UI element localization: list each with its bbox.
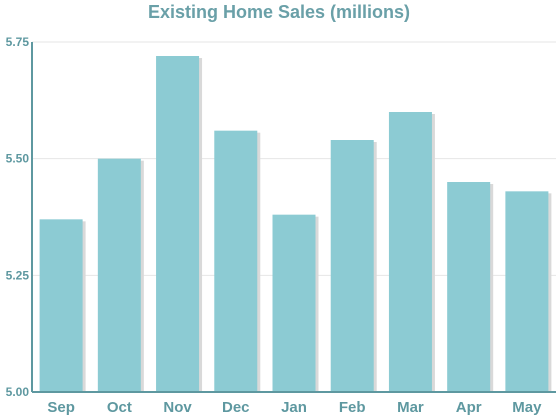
bar-oct bbox=[97, 158, 141, 392]
x-tick-label: Oct bbox=[107, 399, 132, 416]
bars bbox=[39, 56, 552, 392]
x-tick-label: Dec bbox=[222, 399, 250, 416]
x-tick-label: Mar bbox=[397, 399, 424, 416]
bar-sep bbox=[39, 219, 83, 392]
x-tick-label: Nov bbox=[163, 399, 192, 416]
bar-apr bbox=[447, 182, 491, 392]
bar-nov bbox=[156, 56, 200, 392]
y-tick-label: 5.75 bbox=[6, 35, 30, 49]
x-tick-label: May bbox=[512, 399, 542, 416]
x-tick-label: Jan bbox=[281, 399, 307, 416]
x-tick-label: Feb bbox=[339, 399, 366, 416]
y-axis-ticks: 5.00 5.25 5.50 5.75 bbox=[6, 35, 30, 399]
bar-mar bbox=[388, 112, 432, 392]
bar-may bbox=[505, 191, 549, 392]
bar-jan bbox=[272, 214, 316, 392]
x-axis-ticks: Sep Oct Nov Dec Jan Feb Mar Apr May bbox=[47, 399, 542, 416]
x-tick-label: Sep bbox=[47, 399, 75, 416]
y-tick-label: 5.00 bbox=[6, 385, 30, 399]
bar-dec bbox=[214, 130, 258, 392]
y-tick-label: 5.50 bbox=[6, 152, 30, 166]
chart-title: Existing Home Sales (millions) bbox=[148, 2, 410, 22]
bar-feb bbox=[330, 140, 374, 392]
x-tick-label: Apr bbox=[456, 399, 482, 416]
y-tick-label: 5.25 bbox=[6, 268, 30, 282]
